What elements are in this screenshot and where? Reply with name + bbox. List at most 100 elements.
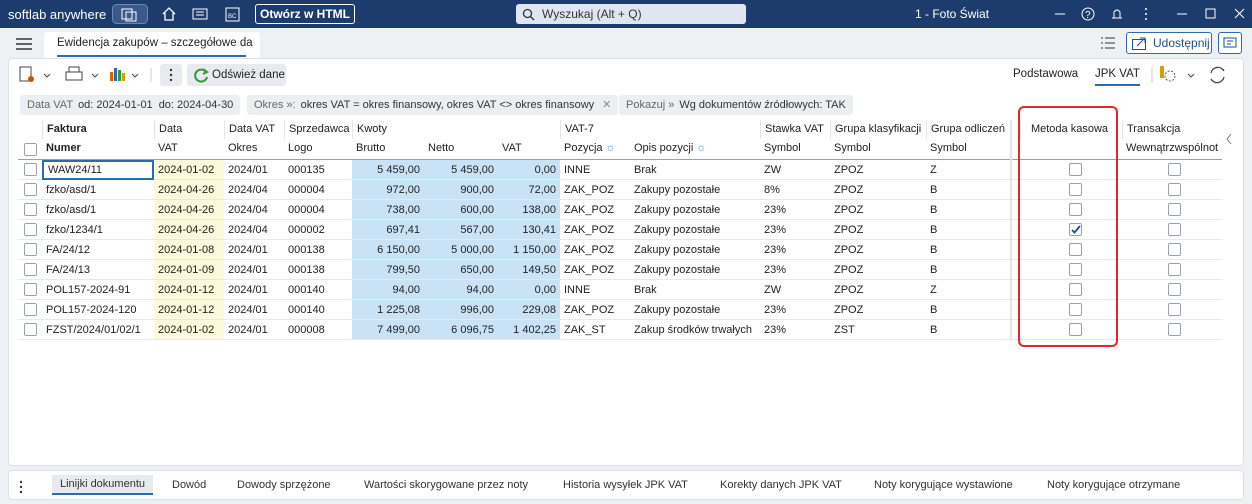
cell[interactable]: 000004 bbox=[284, 180, 352, 200]
cell[interactable]: 94,00 bbox=[352, 280, 424, 300]
cell[interactable]: 94,00 bbox=[424, 280, 498, 300]
cell[interactable]: POL157-2024-120 bbox=[42, 300, 154, 320]
cell[interactable]: 2024/01 bbox=[224, 160, 284, 180]
cell[interactable]: ZPOZ bbox=[830, 300, 926, 320]
cell[interactable]: 650,00 bbox=[424, 260, 498, 280]
cell[interactable]: 2024/04 bbox=[224, 220, 284, 240]
column-group-header[interactable]: Grupa klasyfikacji bbox=[830, 120, 926, 139]
cell[interactable]: Brak bbox=[630, 280, 760, 300]
cell[interactable]: 2024-01-12 bbox=[154, 300, 224, 320]
cell[interactable]: 900,00 bbox=[424, 180, 498, 200]
cell[interactable]: B bbox=[926, 220, 1010, 240]
cell[interactable]: 000135 bbox=[284, 160, 352, 180]
cell[interactable]: ZAK_POZ bbox=[560, 200, 630, 220]
cell[interactable]: 23% bbox=[760, 200, 830, 220]
cell[interactable]: 23% bbox=[760, 220, 830, 240]
row-checkbox[interactable] bbox=[24, 223, 37, 236]
cell[interactable]: 000138 bbox=[284, 260, 352, 280]
metoda-kasowa-checkbox[interactable] bbox=[1069, 163, 1082, 176]
column-header[interactable]: Brutto bbox=[356, 142, 386, 154]
cell[interactable]: 567,00 bbox=[424, 220, 498, 240]
cell[interactable]: B bbox=[926, 180, 1010, 200]
cell[interactable]: ZAK_POZ bbox=[560, 260, 630, 280]
cell[interactable]: 000004 bbox=[284, 200, 352, 220]
row-checkbox[interactable] bbox=[24, 323, 37, 336]
cell[interactable]: 72,00 bbox=[498, 180, 560, 200]
cell[interactable]: ZST bbox=[830, 320, 926, 340]
cell[interactable]: 23% bbox=[760, 260, 830, 280]
cell[interactable]: 000002 bbox=[284, 220, 352, 240]
row-checkbox[interactable] bbox=[24, 183, 37, 196]
bottom-tab[interactable]: Dowody sprzężone bbox=[237, 479, 331, 491]
cell[interactable]: 2024-01-02 bbox=[154, 320, 224, 340]
transakcja-checkbox[interactable] bbox=[1168, 163, 1181, 176]
cell[interactable]: 996,00 bbox=[424, 300, 498, 320]
column-group-header[interactable]: Stawka VAT bbox=[760, 120, 830, 139]
chat-button[interactable] bbox=[1218, 32, 1242, 54]
metoda-kasowa-checkbox[interactable] bbox=[1069, 223, 1082, 236]
cell[interactable]: Z bbox=[926, 280, 1010, 300]
column-header[interactable]: VAT bbox=[502, 142, 522, 154]
transakcja-checkbox[interactable] bbox=[1168, 183, 1181, 196]
cell[interactable]: 138,00 bbox=[498, 200, 560, 220]
remove-filter[interactable]: ✕ bbox=[602, 99, 612, 111]
column-group-header[interactable]: Metoda kasowa bbox=[1020, 120, 1118, 139]
cell[interactable]: 2024-01-08 bbox=[154, 240, 224, 260]
cell[interactable]: 5 000,00 bbox=[424, 240, 498, 260]
list-icon[interactable] bbox=[1100, 36, 1116, 50]
column-header[interactable]: Symbol bbox=[834, 142, 871, 154]
bottom-tab[interactable]: Dowód bbox=[172, 479, 207, 491]
bottom-tab[interactable]: Historia wysyłek JPK VAT bbox=[563, 479, 688, 491]
column-header[interactable]: Netto bbox=[428, 142, 455, 154]
transakcja-checkbox[interactable] bbox=[1168, 243, 1181, 256]
column-header[interactable]: Numer bbox=[46, 142, 81, 154]
cell[interactable]: ZPOZ bbox=[830, 200, 926, 220]
search-box[interactable]: Wyszukaj (Alt + Q) bbox=[516, 4, 746, 24]
filter-icon[interactable]: ☼ bbox=[696, 142, 707, 154]
cell[interactable]: fzko/1234/1 bbox=[42, 220, 154, 240]
cell[interactable]: 23% bbox=[760, 300, 830, 320]
column-header[interactable]: Wewnątrzwspólnot bbox=[1126, 142, 1219, 154]
metoda-kasowa-checkbox[interactable] bbox=[1069, 263, 1082, 276]
cell[interactable]: ZAK_POZ bbox=[560, 300, 630, 320]
cell[interactable]: 0,00 bbox=[498, 280, 560, 300]
share-button[interactable]: Udostępnij bbox=[1126, 32, 1212, 54]
column-header[interactable]: Logo bbox=[288, 142, 313, 154]
cell[interactable]: ZAK_POZ bbox=[560, 220, 630, 240]
column-header[interactable]: VAT bbox=[158, 142, 178, 154]
cell[interactable]: Zakupy pozostałe bbox=[630, 220, 760, 240]
cell[interactable]: 2024-01-12 bbox=[154, 280, 224, 300]
cell[interactable]: Z bbox=[926, 160, 1010, 180]
cell[interactable]: INNE bbox=[560, 160, 630, 180]
cell[interactable]: WAW24/11 bbox=[42, 160, 154, 180]
menu-icon[interactable] bbox=[16, 38, 32, 50]
bottom-tab[interactable]: Korekty danych JPK VAT bbox=[720, 479, 842, 491]
open-html-button[interactable]: Otwórz w HTML bbox=[255, 4, 355, 24]
cell[interactable]: 130,41 bbox=[498, 220, 560, 240]
more-icon[interactable] bbox=[19, 480, 23, 494]
row-checkbox[interactable] bbox=[24, 263, 37, 276]
cell[interactable]: B bbox=[926, 240, 1010, 260]
metoda-kasowa-checkbox[interactable] bbox=[1069, 243, 1082, 256]
cell[interactable]: 2024/01 bbox=[224, 240, 284, 260]
cell[interactable]: Zakupy pozostałe bbox=[630, 300, 760, 320]
transakcja-checkbox[interactable] bbox=[1168, 203, 1181, 216]
cell[interactable]: 6 150,00 bbox=[352, 240, 424, 260]
cell[interactable]: INNE bbox=[560, 280, 630, 300]
cell[interactable]: 2024-04-26 bbox=[154, 180, 224, 200]
column-group-header[interactable]: Grupa odliczeń bbox=[926, 120, 1010, 139]
metoda-kasowa-checkbox[interactable] bbox=[1069, 183, 1082, 196]
cell[interactable]: ZPOZ bbox=[830, 160, 926, 180]
cell[interactable]: Brak bbox=[630, 160, 760, 180]
cell[interactable]: 23% bbox=[760, 240, 830, 260]
cell[interactable]: 2024-01-09 bbox=[154, 260, 224, 280]
bottom-tab[interactable]: Noty korygujące wystawione bbox=[874, 479, 1013, 491]
cell[interactable]: ZPOZ bbox=[830, 180, 926, 200]
bottom-tab-active[interactable]: Linijki dokumentu bbox=[52, 475, 153, 495]
cell[interactable]: 000140 bbox=[284, 300, 352, 320]
app-switcher[interactable] bbox=[112, 4, 148, 24]
cell[interactable]: 2024/01 bbox=[224, 260, 284, 280]
scroll-left-icon[interactable] bbox=[1224, 132, 1234, 146]
metoda-kasowa-checkbox[interactable] bbox=[1069, 283, 1082, 296]
cell[interactable]: 2024-04-26 bbox=[154, 220, 224, 240]
